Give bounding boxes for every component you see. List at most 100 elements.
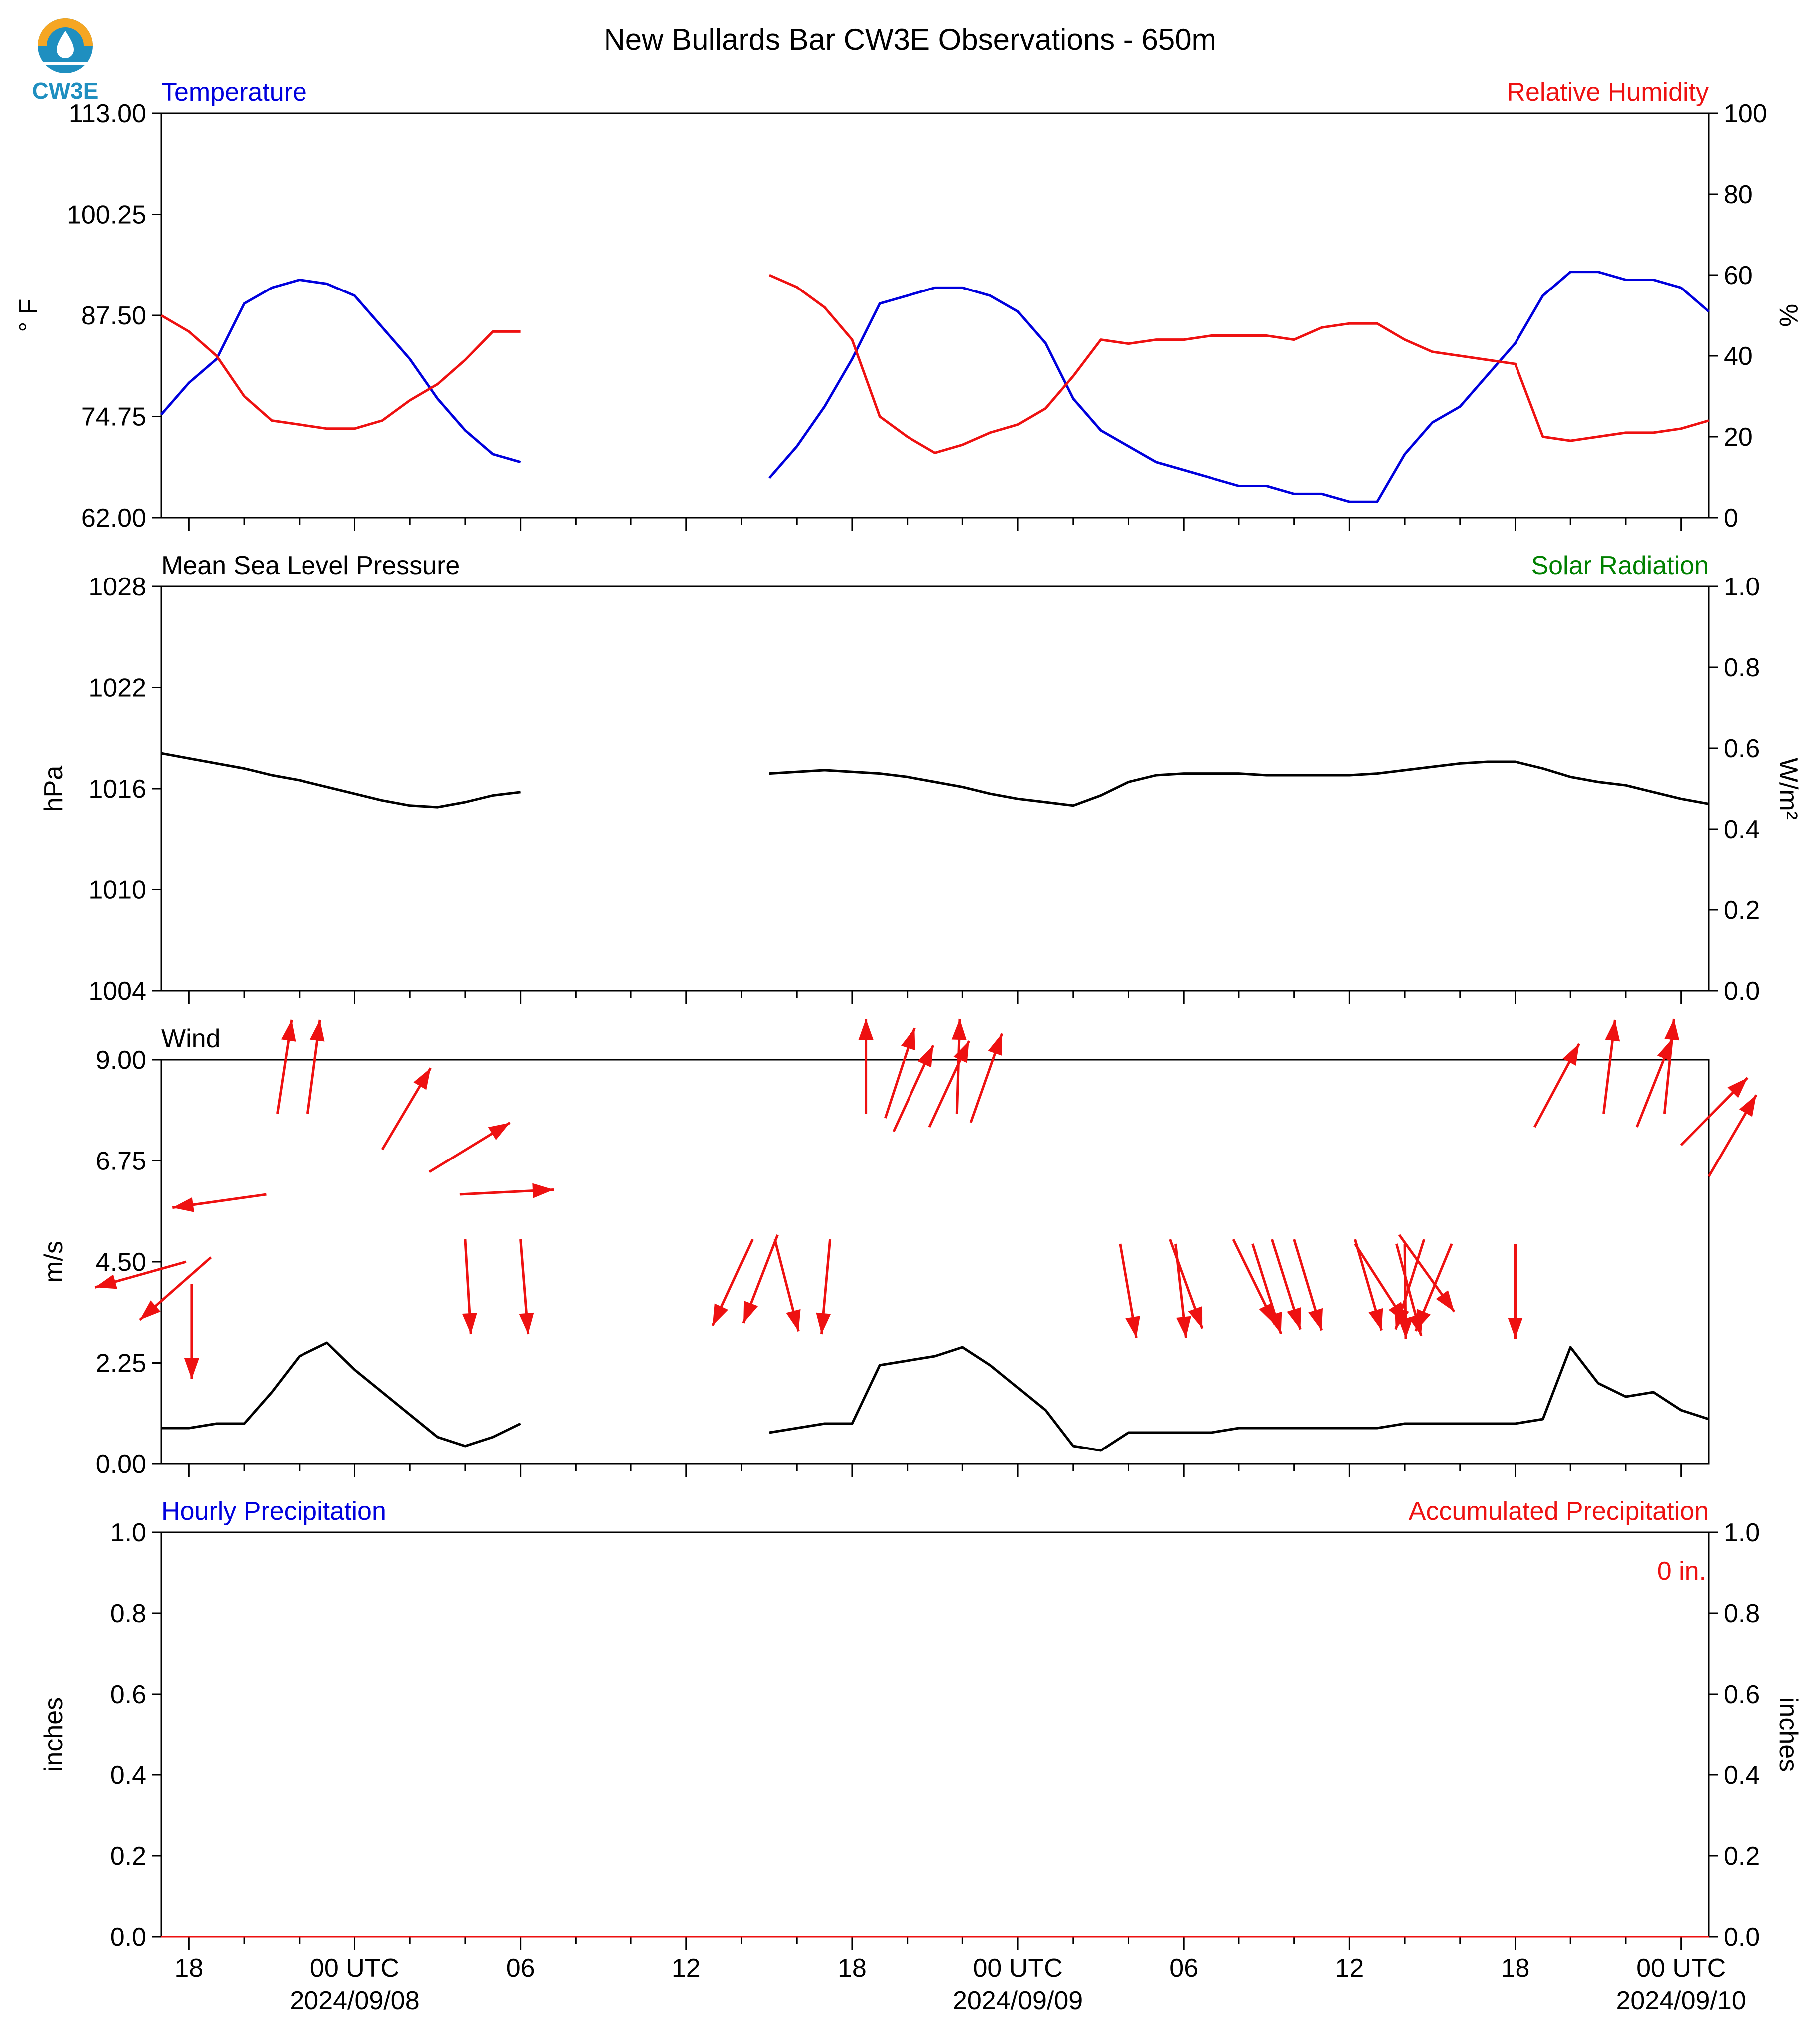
wind-arrow-icon <box>1605 1019 1620 1042</box>
y-tick-label-right: 0.8 <box>1724 1599 1760 1628</box>
cw3e-logo: CW3E <box>32 18 99 104</box>
y-tick-label-left: 0.4 <box>110 1761 146 1790</box>
y-tick-label-right: 0.4 <box>1724 1761 1760 1790</box>
panel-temperature-humidity: Temperature Relative Humidity 62.00 74.75 87… <box>14 78 1803 533</box>
y-tick-label-right: 0.2 <box>1724 1842 1760 1871</box>
y-axis-label-left: inches <box>39 1697 68 1772</box>
y-tick-label-left: 1028 <box>88 573 146 601</box>
x-tick-label: 18 <box>1501 1954 1530 1983</box>
y-tick-label-left: 74.75 <box>81 403 146 432</box>
x-tick-label: 06 <box>1169 1954 1198 1983</box>
panel-title-left: Hourly Precipitation <box>161 1497 386 1526</box>
wind-arrow-icon <box>532 1183 554 1198</box>
wind-arrow-icon <box>1125 1316 1140 1338</box>
x-date-label: 2024/09/10 <box>1616 1986 1746 2015</box>
y-tick-label-left: 9.00 <box>96 1046 146 1075</box>
y-tick-label-right: 0.2 <box>1724 896 1760 925</box>
wind-arrow-icon <box>1739 1095 1756 1117</box>
wind-arrow-icon <box>1188 1306 1203 1329</box>
panel-title-left: Wind <box>161 1024 220 1053</box>
y-tick-label-left: 4.50 <box>96 1248 146 1277</box>
panel-title-left: Mean Sea Level Pressure <box>161 551 460 580</box>
y-tick-label-right: 40 <box>1724 342 1753 371</box>
y-tick-label-left: 1016 <box>88 775 146 804</box>
panel-wind: Wind 0.00 2.25 4.50 6.75 9.00 m/s <box>39 1018 1758 1479</box>
y-tick-label-right: 0.4 <box>1724 815 1760 844</box>
wind-arrow-icon <box>858 1019 874 1040</box>
wind-arrow-icon <box>712 1303 729 1326</box>
y-axis-label-right: % <box>1774 304 1803 327</box>
wind-arrow-icon <box>488 1123 510 1140</box>
panel-title-right: Relative Humidity <box>1507 78 1709 107</box>
y-tick-label-right: 60 <box>1724 261 1753 290</box>
panel-title-right: Solar Radiation <box>1531 551 1709 580</box>
y-tick-label-left: 2.25 <box>96 1349 146 1378</box>
logo-drop-icon <box>57 31 74 58</box>
x-tick-label: 12 <box>672 1954 701 1983</box>
y-axis-label-left: hPa <box>39 766 68 812</box>
y-axis-label-left: ° F <box>14 298 43 332</box>
wind-arrow-icon <box>743 1301 758 1323</box>
x-tick-label: 00 UTC <box>1636 1954 1726 1983</box>
logo-text: CW3E <box>32 78 99 104</box>
wind-arrow-icon <box>462 1313 477 1334</box>
wind-arrow-icon <box>172 1197 194 1212</box>
wind-arrow-icon <box>1308 1308 1323 1331</box>
wind-arrow-icon <box>988 1033 1002 1056</box>
wind-arrow-icon <box>1267 1311 1282 1334</box>
wind-arrow-icon <box>816 1312 831 1334</box>
y-axis-label-right: inches <box>1774 1697 1803 1772</box>
wind-arrow-icon <box>1176 1316 1191 1338</box>
y-tick-label-right: 100 <box>1724 99 1767 128</box>
wind-arrow-icon <box>309 1019 325 1042</box>
wind-arrow-icon <box>901 1028 915 1051</box>
logo-sun-arc-icon <box>38 18 93 46</box>
y-tick-label-left: 87.50 <box>81 301 146 330</box>
series-line-relative-humidity <box>160 274 1709 454</box>
y-tick-label-left: 0.2 <box>110 1842 146 1871</box>
series-line-mean-sea-level-pressure <box>161 752 1709 809</box>
wind-arrow-icon <box>1657 1039 1672 1061</box>
wind-arrow-icon <box>1727 1078 1748 1098</box>
x-tick-label: 00 UTC <box>973 1954 1062 1983</box>
logo-wave-icon <box>43 62 88 65</box>
wind-arrow-icon <box>1368 1308 1383 1331</box>
y-axis-label-left: m/s <box>39 1241 68 1283</box>
wind-arrow-icon <box>1508 1318 1523 1339</box>
wind-arrow-icon <box>1664 1019 1680 1041</box>
panels: Temperature Relative Humidity 62.00 74.75 87… <box>14 78 1803 1952</box>
wind-arrow-icon <box>1562 1043 1579 1066</box>
y-tick-label-right: 0.0 <box>1724 977 1760 1006</box>
wind-arrow-icon <box>786 1309 801 1332</box>
y-tick-label-left: 0.8 <box>110 1599 146 1628</box>
wind-arrow-icon <box>951 1019 967 1040</box>
y-tick-label-right: 0 <box>1724 504 1738 533</box>
y-tick-label-left: 1.0 <box>110 1518 146 1547</box>
x-tick-label: 18 <box>174 1954 203 1983</box>
wind-arrow-icon <box>140 1300 161 1320</box>
y-tick-label-left: 0.0 <box>110 1923 146 1952</box>
panel-pressure-solar: Mean Sea Level Pressure Solar Radiation 10… <box>39 551 1803 1006</box>
wind-arrow-icon <box>1287 1307 1301 1330</box>
wind-arrow-icon <box>281 1019 296 1042</box>
y-tick-label-right: 1.0 <box>1724 1518 1760 1547</box>
x-date-label: 2024/09/08 <box>290 1986 419 2015</box>
x-tick-label: 12 <box>1335 1954 1364 1983</box>
panel-title-right: Accumulated Precipitation <box>1409 1497 1709 1526</box>
wind-arrow-icon <box>1436 1290 1455 1312</box>
x-tick-label: 06 <box>506 1954 535 1983</box>
y-tick-label-left: 0.00 <box>96 1450 146 1479</box>
wind-arrow-icon <box>917 1045 933 1068</box>
y-tick-label-left: 62.00 <box>81 504 146 533</box>
y-tick-label-right: 80 <box>1724 180 1753 209</box>
x-tick-label: 18 <box>838 1954 867 1983</box>
x-date-label: 2024/09/09 <box>953 1986 1083 2015</box>
y-tick-label-left: 113.00 <box>69 99 146 128</box>
y-tick-label-right: 0.0 <box>1724 1923 1760 1952</box>
wind-arrow-icon <box>95 1274 117 1289</box>
series-line-wind <box>161 1341 1709 1452</box>
wind-direction-arrows <box>94 1018 1758 1379</box>
figure-title: New Bullards Bar CW3E Observations - 650… <box>604 23 1216 56</box>
x-tick-label: 00 UTC <box>310 1954 399 1983</box>
